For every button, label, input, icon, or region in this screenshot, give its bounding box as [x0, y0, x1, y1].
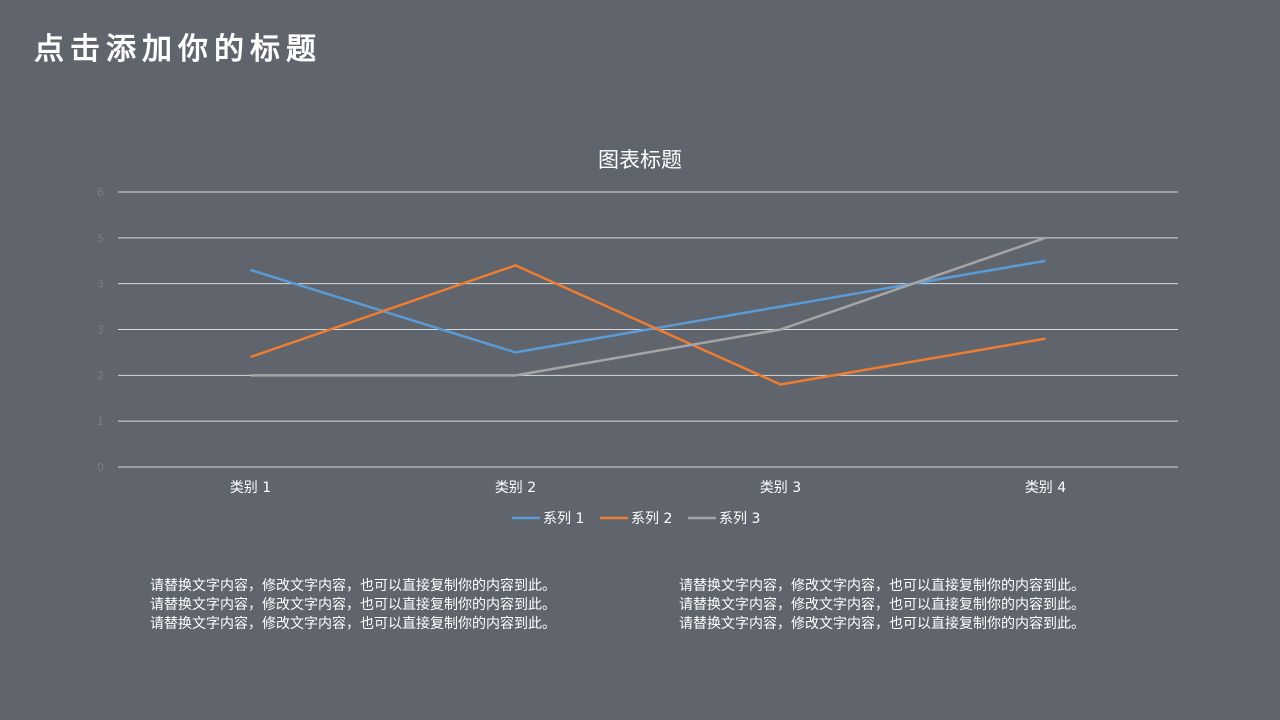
x-tick-label: 类别 4	[1025, 480, 1066, 496]
legend-label-series-2: 系列 2	[631, 511, 672, 527]
series-2-line	[250, 264, 1046, 386]
body-text-line: 请替换文字内容，修改文字内容，也可以直接复制你的内容到此。	[679, 597, 1085, 613]
y-tick-label: 0	[97, 461, 104, 474]
legend-label-series-1: 系列 1	[543, 511, 584, 527]
legend-label-series-3: 系列 3	[719, 511, 760, 527]
body-text-left[interactable]: 请替换文字内容，修改文字内容，也可以直接复制你的内容到此。 请替换文字内容，修改…	[150, 577, 556, 634]
series-1-line	[250, 259, 1046, 354]
body-text-line: 请替换文字内容，修改文字内容，也可以直接复制你的内容到此。	[679, 578, 1085, 594]
line-chart-svg: 图表标题 0 1 2 3 3 5 6 类别 1 类别 2 类别 3 类别 4 系列 1 系列 2 系列 3	[97, 148, 1178, 527]
y-tick-label: 1	[97, 415, 104, 428]
x-tick-label: 类别 1	[230, 480, 271, 496]
series-3-line	[250, 236, 1046, 377]
line-chart: 图表标题 0 1 2 3 3 5 6 类别 1 类别 2 类别 3 类别 4 系列 1 系列 2 系列 3	[0, 130, 1280, 540]
body-text-line: 请替换文字内容，修改文字内容，也可以直接复制你的内容到此。	[150, 616, 556, 632]
x-tick-label: 类别 3	[760, 480, 801, 496]
y-tick-label: 6	[97, 186, 104, 199]
body-text-line: 请替换文字内容，修改文字内容，也可以直接复制你的内容到此。	[150, 578, 556, 594]
y-tick-label: 3	[97, 324, 104, 337]
body-text-line: 请替换文字内容，修改文字内容，也可以直接复制你的内容到此。	[679, 616, 1085, 632]
y-tick-label: 5	[97, 232, 104, 245]
y-tick-label: 2	[97, 369, 104, 382]
x-tick-label: 类别 2	[495, 480, 536, 496]
body-text-right[interactable]: 请替换文字内容，修改文字内容，也可以直接复制你的内容到此。 请替换文字内容，修改…	[679, 577, 1085, 634]
chart-title: 图表标题	[598, 148, 682, 172]
y-tick-label: 3	[97, 278, 104, 291]
slide-title[interactable]: 点击添加你的标题	[34, 32, 322, 67]
body-text-line: 请替换文字内容，修改文字内容，也可以直接复制你的内容到此。	[150, 597, 556, 613]
